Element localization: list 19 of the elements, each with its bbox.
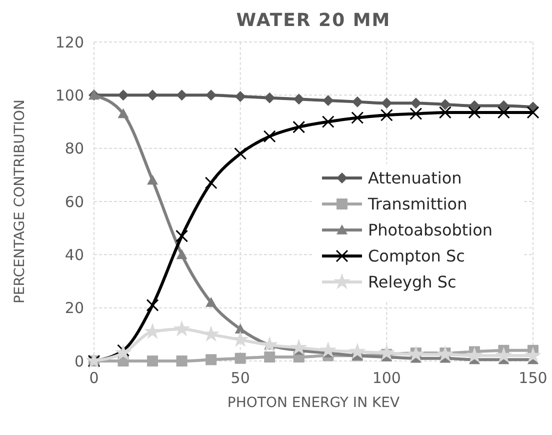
x-tick-label: 100 bbox=[372, 369, 401, 387]
x-tick-label: 50 bbox=[230, 369, 250, 387]
legend-label: Compton Sc bbox=[368, 246, 465, 266]
legend-label: Transmittion bbox=[367, 194, 468, 214]
x-tick-label: 150 bbox=[518, 369, 548, 387]
y-tick-label: 0 bbox=[74, 352, 84, 370]
chart-title: WATER 20 MM bbox=[236, 10, 391, 31]
y-tick-label: 60 bbox=[64, 192, 84, 211]
x-tick-label: 0 bbox=[89, 369, 99, 387]
legend-label: Releygh Sc bbox=[368, 272, 456, 292]
x-axis-title: PHOTON ENERGY IN KEV bbox=[227, 395, 400, 411]
y-tick-label: 80 bbox=[64, 140, 84, 158]
y-tick-label: 40 bbox=[64, 246, 84, 264]
legend-label: Attenuation bbox=[368, 168, 462, 188]
y-tick-label: 100 bbox=[55, 86, 84, 104]
y-tick-label: 120 bbox=[55, 33, 84, 52]
legend-label: Photoabsobtion bbox=[368, 220, 493, 240]
y-axis-title: PERCENTAGE CONTRIBUTION bbox=[12, 99, 28, 304]
y-tick-label: 20 bbox=[64, 299, 84, 318]
